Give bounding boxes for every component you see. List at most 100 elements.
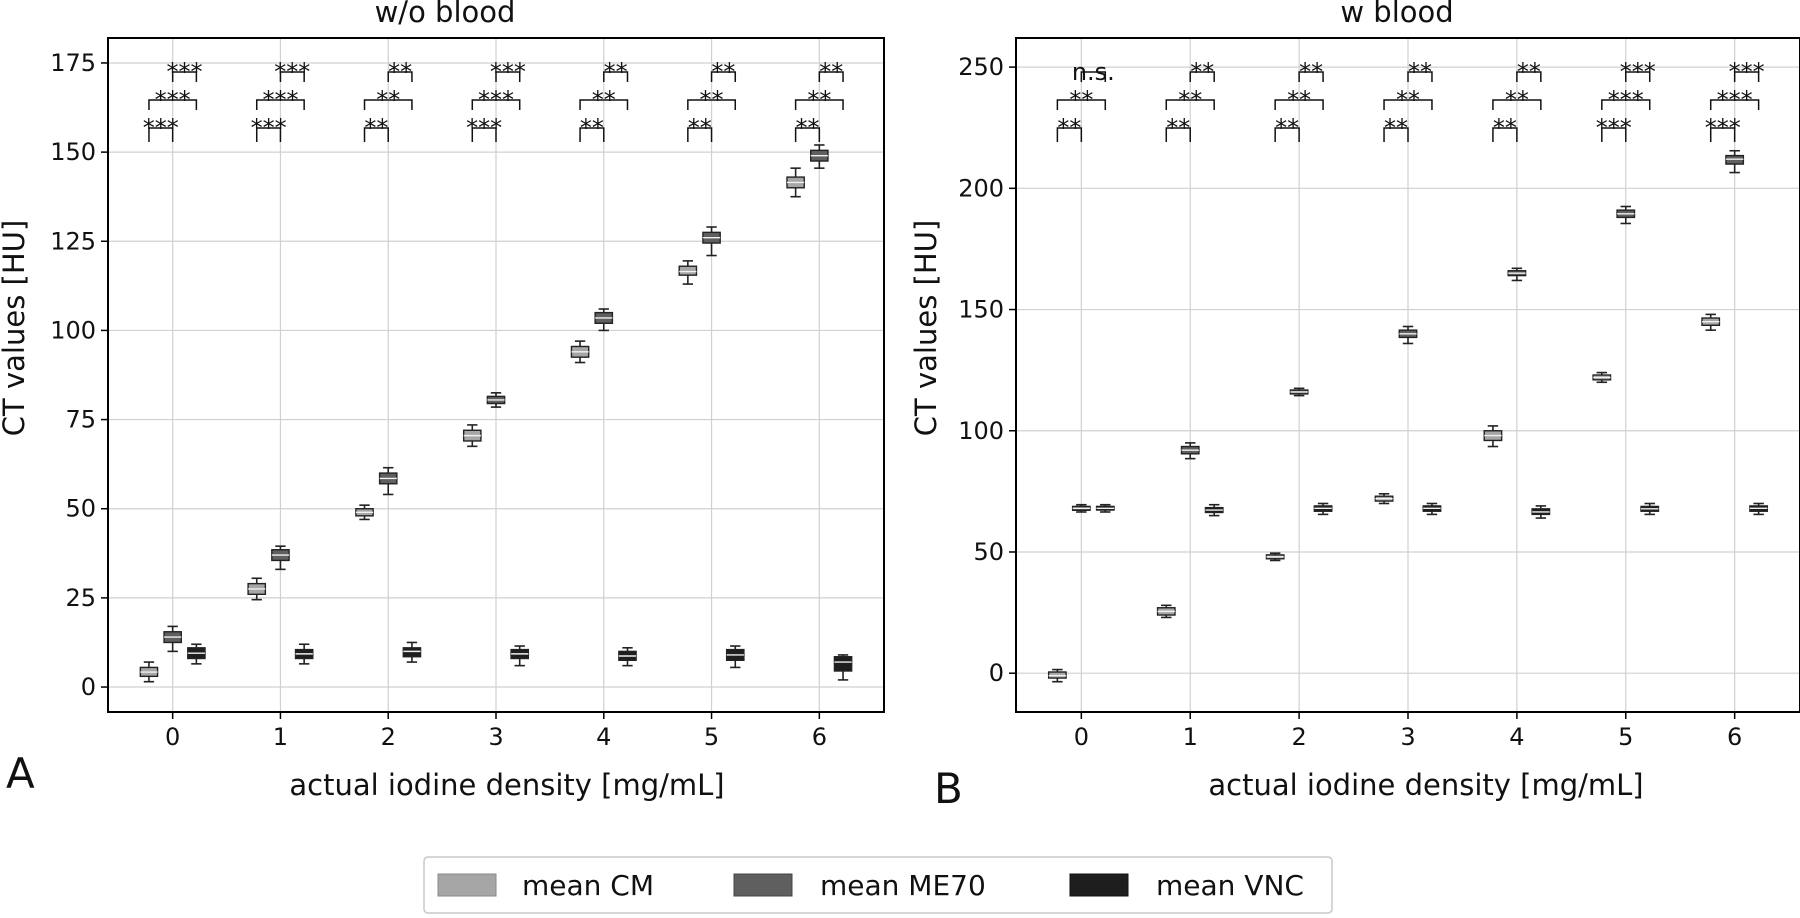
series-mean-me70 xyxy=(163,144,829,653)
y-tick-label: 150 xyxy=(50,138,96,166)
significance-label: *** xyxy=(1717,86,1753,114)
significance-bracket xyxy=(794,127,821,142)
significance-bracket xyxy=(1733,71,1760,82)
axes: 0 50 100 150 200 250 0 1 2 3 4 5 6 xyxy=(958,53,1742,751)
significance-bracket xyxy=(1056,99,1107,110)
box-plot xyxy=(510,645,530,667)
legend-frame xyxy=(423,856,1333,914)
box-plot xyxy=(678,260,698,285)
box-plot xyxy=(355,504,374,521)
significance-annotations: ****n.s.********************************… xyxy=(1056,58,1765,142)
significance-bracket xyxy=(255,127,282,142)
significance-bracket xyxy=(1274,99,1324,110)
series-mean-cm xyxy=(139,167,805,683)
significance-bracket xyxy=(794,99,844,110)
significance-bracket xyxy=(363,99,413,110)
x-tick-label: 4 xyxy=(596,723,611,751)
box-plot xyxy=(1047,668,1067,683)
significance-bracket xyxy=(1407,71,1433,82)
series-mean-vnc xyxy=(187,641,853,681)
significance-label: *** xyxy=(466,114,502,142)
significance-bracket xyxy=(279,71,305,82)
significance-label: ** xyxy=(807,86,831,114)
significance-label: ** xyxy=(1166,114,1190,142)
significance-label: *** xyxy=(251,114,287,142)
box-plot xyxy=(462,424,482,448)
significance-bracket xyxy=(818,71,844,82)
significance-label: ** xyxy=(819,58,843,86)
significance-bracket xyxy=(1601,127,1627,142)
significance-label: *** xyxy=(143,114,179,142)
significance-bracket xyxy=(471,99,521,110)
legend: mean CM mean ME70 mean VNC xyxy=(423,856,1333,914)
x-tick-label: 2 xyxy=(1291,723,1306,751)
box-plot xyxy=(247,577,267,601)
significance-label: ** xyxy=(795,114,819,142)
box-plot xyxy=(271,545,290,571)
box xyxy=(678,265,698,276)
significance-label: ** xyxy=(388,58,412,86)
significance-label: ** xyxy=(1057,114,1081,142)
legend-swatch-vnc xyxy=(1069,873,1129,897)
x-tick-label: 1 xyxy=(273,723,288,751)
significance-bracket xyxy=(148,99,198,110)
box-plot xyxy=(1313,502,1333,516)
significance-bracket xyxy=(387,71,413,82)
y-tick-label: 50 xyxy=(973,538,1004,566)
box-plot xyxy=(1640,502,1660,516)
significance-bracket xyxy=(255,99,305,110)
significance-label: ** xyxy=(1493,114,1517,142)
significance-bracket xyxy=(687,99,737,110)
x-axis-label: actual iodine density [mg/mL] xyxy=(289,768,724,802)
significance-bracket xyxy=(1601,99,1651,110)
significance-label: ** xyxy=(376,86,400,114)
box-plot xyxy=(294,643,314,665)
significance-label: ** xyxy=(592,86,616,114)
box-plot xyxy=(1180,442,1200,460)
box-plot xyxy=(1616,205,1636,225)
box-plot xyxy=(1725,149,1745,174)
box-plot xyxy=(1265,552,1285,562)
grid xyxy=(108,38,884,712)
significance-bracket xyxy=(1274,127,1300,142)
box-plot xyxy=(1483,425,1503,448)
significance-label: ** xyxy=(1178,86,1202,114)
y-tick-label: 75 xyxy=(65,406,96,434)
significance-label: *** xyxy=(1729,58,1765,86)
significance-bracket xyxy=(1383,99,1433,110)
y-axis-label: CT values [HU] xyxy=(0,220,31,436)
significance-label: n.s. xyxy=(1072,58,1115,86)
significance-label: *** xyxy=(167,58,203,86)
significance-bracket xyxy=(603,71,629,82)
legend-swatch-cm xyxy=(437,873,497,897)
significance-label: ** xyxy=(700,86,724,114)
box-plot xyxy=(378,466,398,496)
significance-bracket xyxy=(1165,127,1191,142)
significance-bracket xyxy=(148,127,174,142)
significance-bracket xyxy=(1056,127,1083,142)
panel-a: w/o blood actual iodine density [mg/mL] … xyxy=(0,0,885,802)
series-mean-cm xyxy=(1047,313,1721,683)
significance-label: ** xyxy=(1396,86,1420,114)
significance-label: ** xyxy=(1517,58,1541,86)
significance-bracket xyxy=(1189,71,1215,82)
box-plot xyxy=(833,654,853,681)
significance-label: ** xyxy=(1299,58,1323,86)
y-tick-label: 200 xyxy=(958,174,1004,202)
y-tick-label: 50 xyxy=(65,495,96,523)
significance-label: *** xyxy=(1596,114,1632,142)
significance-bracket xyxy=(1709,127,1736,142)
x-tick-label: 6 xyxy=(1727,723,1742,751)
box-plot xyxy=(1592,371,1612,384)
significance-bracket xyxy=(495,71,521,82)
box-plot xyxy=(486,392,506,408)
box-plot xyxy=(594,308,614,332)
box-plot xyxy=(1422,502,1442,516)
panel-label: B xyxy=(934,764,963,813)
y-axis-label: CT values [HU] xyxy=(909,220,943,436)
significance-label: *** xyxy=(262,86,298,114)
significance-label: ** xyxy=(364,114,388,142)
x-tick-label: 3 xyxy=(488,723,503,751)
x-tick-label: 0 xyxy=(1074,723,1089,751)
